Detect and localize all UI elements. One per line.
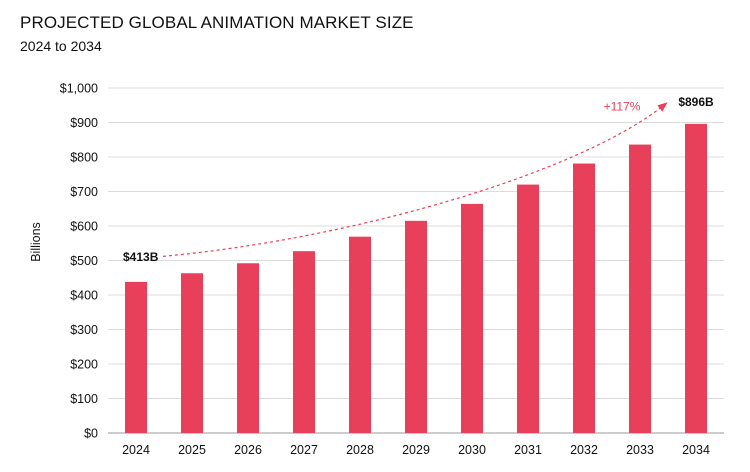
growth-percent-label: +117%: [604, 99, 641, 113]
x-tick-label: 2034: [682, 443, 710, 457]
x-tick-label: 2033: [626, 443, 654, 457]
y-tick-label: $100: [70, 392, 98, 406]
y-tick-label: $0: [84, 427, 98, 441]
x-tick-label: 2026: [234, 443, 262, 457]
bar-2026: [237, 263, 259, 433]
bar-2034: [685, 123, 707, 433]
x-tick-label: 2029: [402, 443, 430, 457]
x-tick-label: 2028: [346, 443, 374, 457]
y-tick-label: $600: [70, 220, 98, 234]
x-tick-label: 2031: [514, 443, 542, 457]
y-tick-label: $300: [70, 323, 98, 337]
y-tick-label: $800: [70, 151, 98, 165]
bar-2032: [573, 163, 595, 433]
x-tick-label: 2025: [178, 443, 206, 457]
bar-2024: [125, 281, 147, 433]
bar-2031: [517, 184, 539, 433]
growth-trend-arrow: [162, 102, 668, 257]
y-axis-label: Billions: [29, 222, 43, 262]
x-tick-label: 2024: [122, 443, 150, 457]
y-tick-label: $700: [70, 185, 98, 199]
y-tick-label: $500: [70, 254, 98, 268]
bar-2029: [405, 220, 427, 433]
end-value-label: $896B: [678, 95, 714, 109]
y-tick-label: $200: [70, 358, 98, 372]
x-tick-label: 2032: [570, 443, 598, 457]
bar-2027: [293, 251, 315, 433]
chart-subtitle: 2024 to 2034: [20, 38, 102, 54]
x-tick-label: 2030: [458, 443, 486, 457]
y-tick-label: $1,000: [60, 82, 98, 96]
chart-title: PROJECTED GLOBAL ANIMATION MARKET SIZE: [20, 13, 414, 32]
y-tick-label: $400: [70, 289, 98, 303]
start-value-label: $413B: [123, 250, 159, 264]
y-tick-label: $900: [70, 116, 98, 130]
x-tick-label: 2027: [290, 443, 318, 457]
bar-2030: [461, 203, 483, 433]
bar-2025: [181, 273, 203, 433]
bar-2028: [349, 236, 371, 433]
bar-2033: [629, 144, 651, 433]
